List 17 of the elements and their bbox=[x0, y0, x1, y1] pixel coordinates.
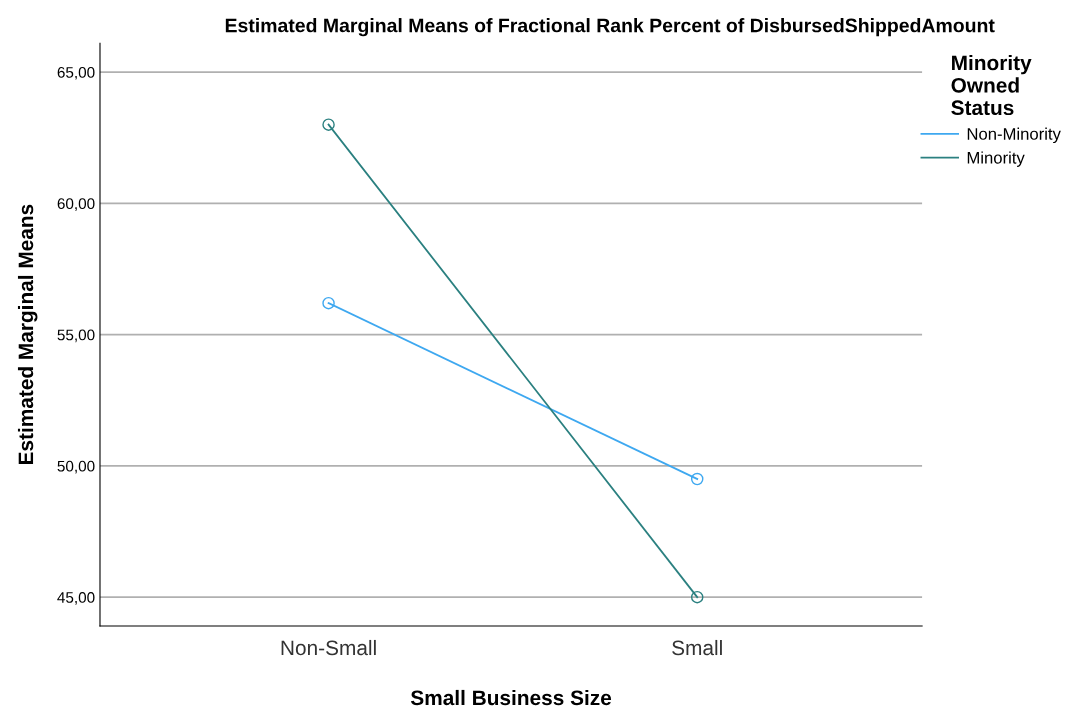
legend-title: Minority Owned Status bbox=[951, 54, 1032, 116]
x-tick-label: Non-Small bbox=[281, 639, 376, 656]
y-tick-label: 45,00 bbox=[57, 592, 95, 605]
point bbox=[690, 590, 704, 604]
y-tick-label: 60,00 bbox=[57, 198, 95, 211]
legend-label: Non-Minority bbox=[967, 127, 1061, 144]
y-tick-label: 50,00 bbox=[57, 460, 95, 474]
y-tick-label: 65,00 bbox=[57, 66, 95, 80]
point bbox=[322, 118, 335, 131]
point bbox=[322, 296, 335, 310]
y-tick-label: 55,00 bbox=[57, 329, 95, 343]
x-axis-title: Small Business Size bbox=[410, 689, 612, 706]
chart-title: Estimated Marginal Means of Fractional Rank Percent of DisbursedShippedAmount bbox=[225, 18, 995, 37]
legend-label: Minority bbox=[967, 151, 1025, 167]
x-tick-label: Small bbox=[672, 639, 722, 656]
y-axis-title: Estimated Marginal Means bbox=[17, 204, 38, 465]
point bbox=[690, 472, 704, 486]
